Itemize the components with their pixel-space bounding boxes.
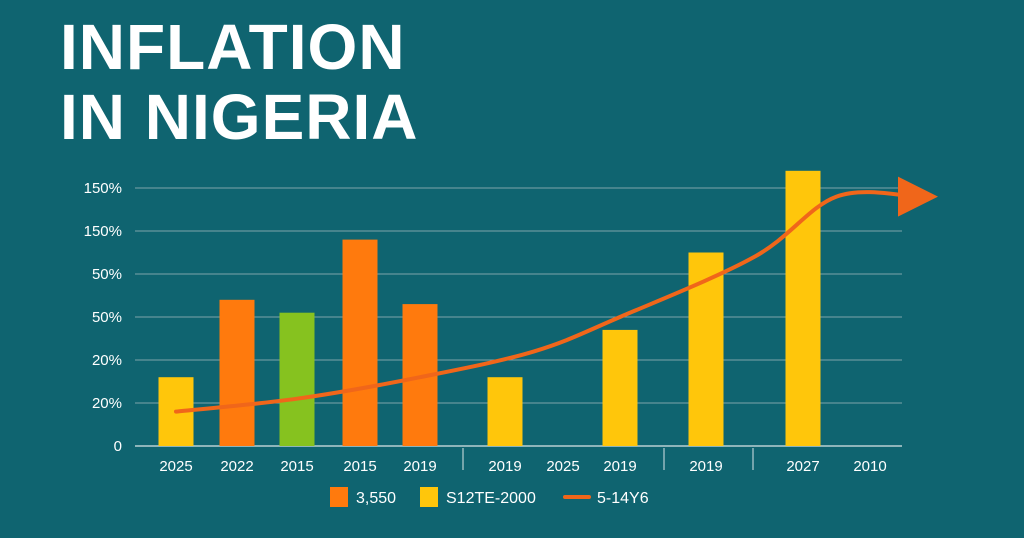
legend-swatch [420,487,438,507]
title-line-2: IN NIGERIA [60,81,419,153]
x-tick-label: 2019 [603,458,636,475]
legend-label: S12TE-2000 [446,490,536,507]
bar [487,377,523,446]
bar [602,329,638,446]
y-tick-label: 50% [92,309,122,326]
y-tick-label: 20% [92,352,122,369]
y-tick-label: 0 [114,438,122,455]
x-axis-ticks: 2025 2022 2015 2015 2019 2019 2025 2019 2019 2027… [159,458,886,475]
x-tick-label: 2027 [786,458,819,475]
bar [279,312,315,446]
x-axis-dividers [462,448,754,470]
title-line-1: INFLATION [60,11,406,83]
chart-title: INFLATION IN NIGERIA [60,12,418,152]
x-tick-label: 2025 [159,458,192,475]
y-tick-label: 20% [92,395,122,412]
legend: 3,550 S12TE-2000 5-14Y6 [330,487,649,507]
bar [342,239,378,446]
x-tick-label: 2019 [488,458,521,475]
y-tick-label: 50% [92,266,122,283]
trend-line-group [174,176,938,414]
x-tick-label: 2019 [689,458,722,475]
bar [219,299,255,446]
trend-line [174,176,938,414]
y-tick-label: 150% [84,223,122,240]
legend-label: 5-14Y6 [597,490,649,507]
legend-swatch [330,487,348,507]
x-tick-label: 2022 [220,458,253,475]
x-tick-label: 2015 [343,458,376,475]
y-axis-ticks: 0 20% 20% 50% 50% 150% 150% [84,180,122,455]
legend-label: 3,550 [356,490,396,507]
x-tick-label: 2025 [546,458,579,475]
x-tick-label: 2010 [853,458,886,475]
bars [158,170,821,447]
y-tick-label: 150% [84,180,122,197]
x-tick-label: 2015 [280,458,313,475]
x-tick-label: 2019 [403,458,436,475]
bar [785,170,821,447]
